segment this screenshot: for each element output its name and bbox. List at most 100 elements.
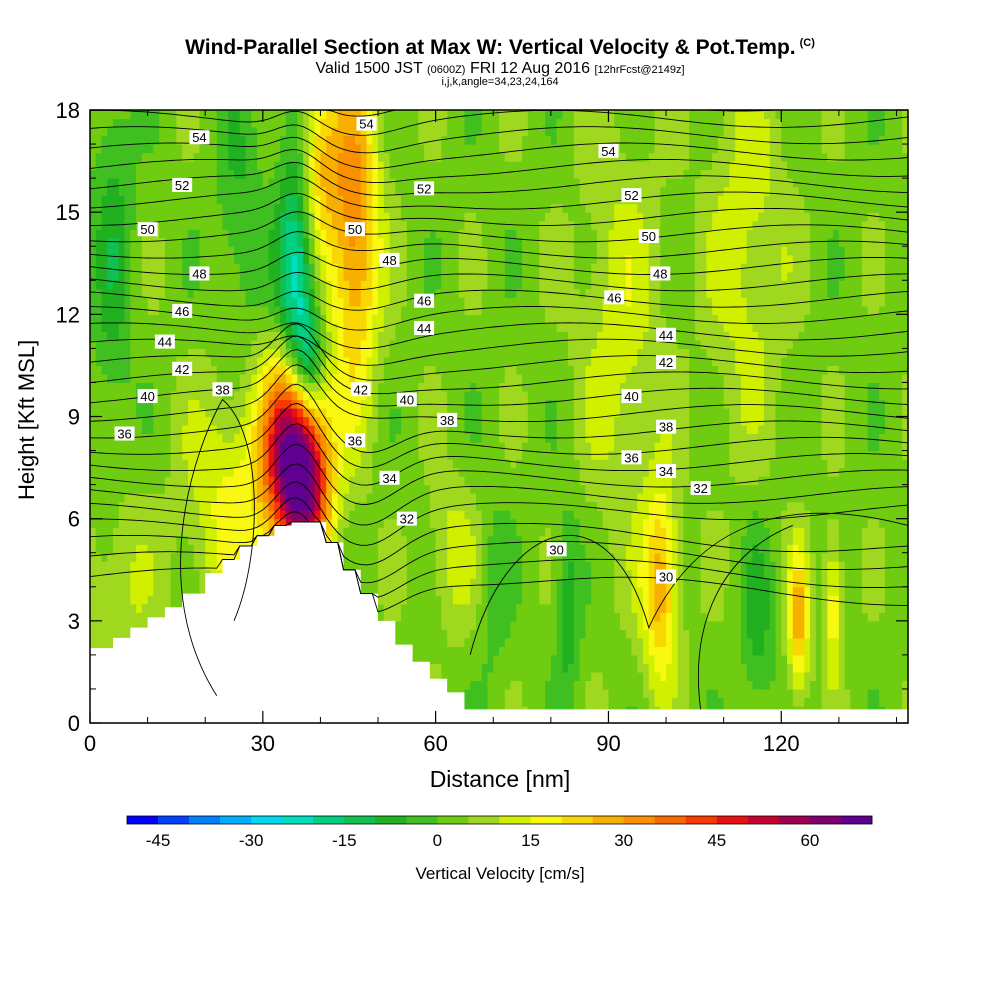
velocity-cell [326, 501, 333, 511]
velocity-cell [902, 586, 909, 596]
velocity-cell [614, 527, 621, 537]
velocity-cell [262, 518, 270, 528]
velocity-cell [856, 527, 863, 537]
velocity-cell [481, 493, 489, 503]
velocity-cell [660, 688, 667, 699]
velocity-cell [585, 629, 592, 639]
velocity-cell [366, 484, 373, 494]
velocity-cell [637, 680, 644, 690]
velocity-cell [216, 527, 224, 537]
velocity-cell [735, 646, 742, 656]
velocity-cell [568, 510, 575, 520]
velocity-cell [706, 535, 713, 545]
velocity-cell [159, 459, 166, 469]
velocity-cell [464, 552, 471, 562]
velocity-cell [654, 671, 661, 682]
velocity-cell [740, 595, 748, 605]
velocity-cell [107, 425, 114, 435]
velocity-cell [844, 569, 851, 579]
velocity-cell [182, 416, 189, 426]
velocity-cell [164, 442, 172, 452]
velocity-cell [798, 425, 805, 435]
velocity-cell [671, 527, 679, 537]
velocity-cell [366, 518, 373, 528]
velocity-cell [769, 442, 777, 452]
velocity-cell [735, 518, 742, 528]
velocity-cell [101, 586, 108, 596]
velocity-cell [660, 433, 667, 443]
velocity-cell [775, 493, 782, 503]
velocity-cell [193, 569, 201, 579]
velocity-cell [366, 527, 373, 537]
x-axis-label: Distance [nm] [429, 766, 571, 792]
velocity-cell [792, 442, 800, 452]
velocity-cell [193, 425, 201, 435]
velocity-cell [516, 476, 523, 486]
velocity-cell [856, 646, 863, 656]
velocity-cell [354, 518, 362, 528]
velocity-cell [815, 535, 823, 545]
velocity-cell [890, 629, 898, 639]
velocity-cell [625, 518, 633, 528]
velocity-cell [614, 688, 621, 699]
velocity-cell [896, 467, 903, 477]
velocity-cell [527, 476, 535, 486]
velocity-cell [896, 578, 903, 588]
velocity-cell [821, 671, 828, 682]
velocity-cell [608, 518, 615, 528]
velocity-cell [216, 433, 224, 443]
velocity-cell [873, 620, 880, 630]
velocity-cell [867, 450, 875, 460]
velocity-cell [499, 467, 506, 477]
velocity-cell [130, 561, 137, 571]
velocity-cell [389, 433, 396, 443]
velocity-cell [666, 510, 673, 520]
velocity-cell [510, 467, 517, 477]
velocity-cell [671, 654, 679, 664]
velocity-cell [308, 510, 316, 520]
velocity-cell [861, 603, 869, 613]
velocity-cell [787, 697, 794, 707]
velocity-cell [366, 493, 373, 503]
velocity-cell [902, 637, 909, 647]
velocity-cell [810, 569, 817, 579]
velocity-cell [867, 646, 875, 656]
velocity-cell [585, 544, 592, 554]
velocity-cell [648, 578, 656, 588]
velocity-cell [798, 637, 805, 647]
velocity-cell [602, 637, 610, 647]
velocity-cell [556, 501, 563, 511]
velocity-cell [873, 646, 880, 656]
velocity-cell [331, 442, 339, 452]
velocity-cell [464, 697, 471, 707]
velocity-cell [568, 680, 575, 690]
velocity-cell [596, 552, 604, 562]
velocity-cell [619, 561, 627, 571]
velocity-cell [239, 450, 247, 460]
velocity-cell [159, 612, 166, 622]
velocity-cell [608, 637, 615, 647]
velocity-cell [222, 442, 229, 452]
velocity-cell [740, 612, 748, 622]
velocity-cell [579, 527, 587, 537]
velocity-cell [176, 578, 183, 588]
velocity-cell [758, 561, 765, 571]
velocity-cell [660, 493, 667, 503]
velocity-cell [372, 467, 379, 477]
velocity-cell [435, 620, 442, 630]
velocity-cell [769, 646, 777, 656]
velocity-cell [504, 620, 512, 630]
velocity-cell [113, 552, 120, 562]
velocity-cell [545, 425, 552, 435]
velocity-cell [176, 459, 183, 469]
velocity-cell [631, 442, 638, 452]
velocity-cell [890, 467, 898, 477]
velocity-cell [95, 459, 103, 469]
velocity-cell [475, 680, 483, 690]
velocity-cell [596, 578, 604, 588]
velocity-cell [487, 527, 494, 537]
velocity-cell [625, 544, 633, 554]
velocity-cell [815, 527, 823, 537]
velocity-cell [689, 510, 696, 520]
velocity-cell [850, 535, 857, 545]
